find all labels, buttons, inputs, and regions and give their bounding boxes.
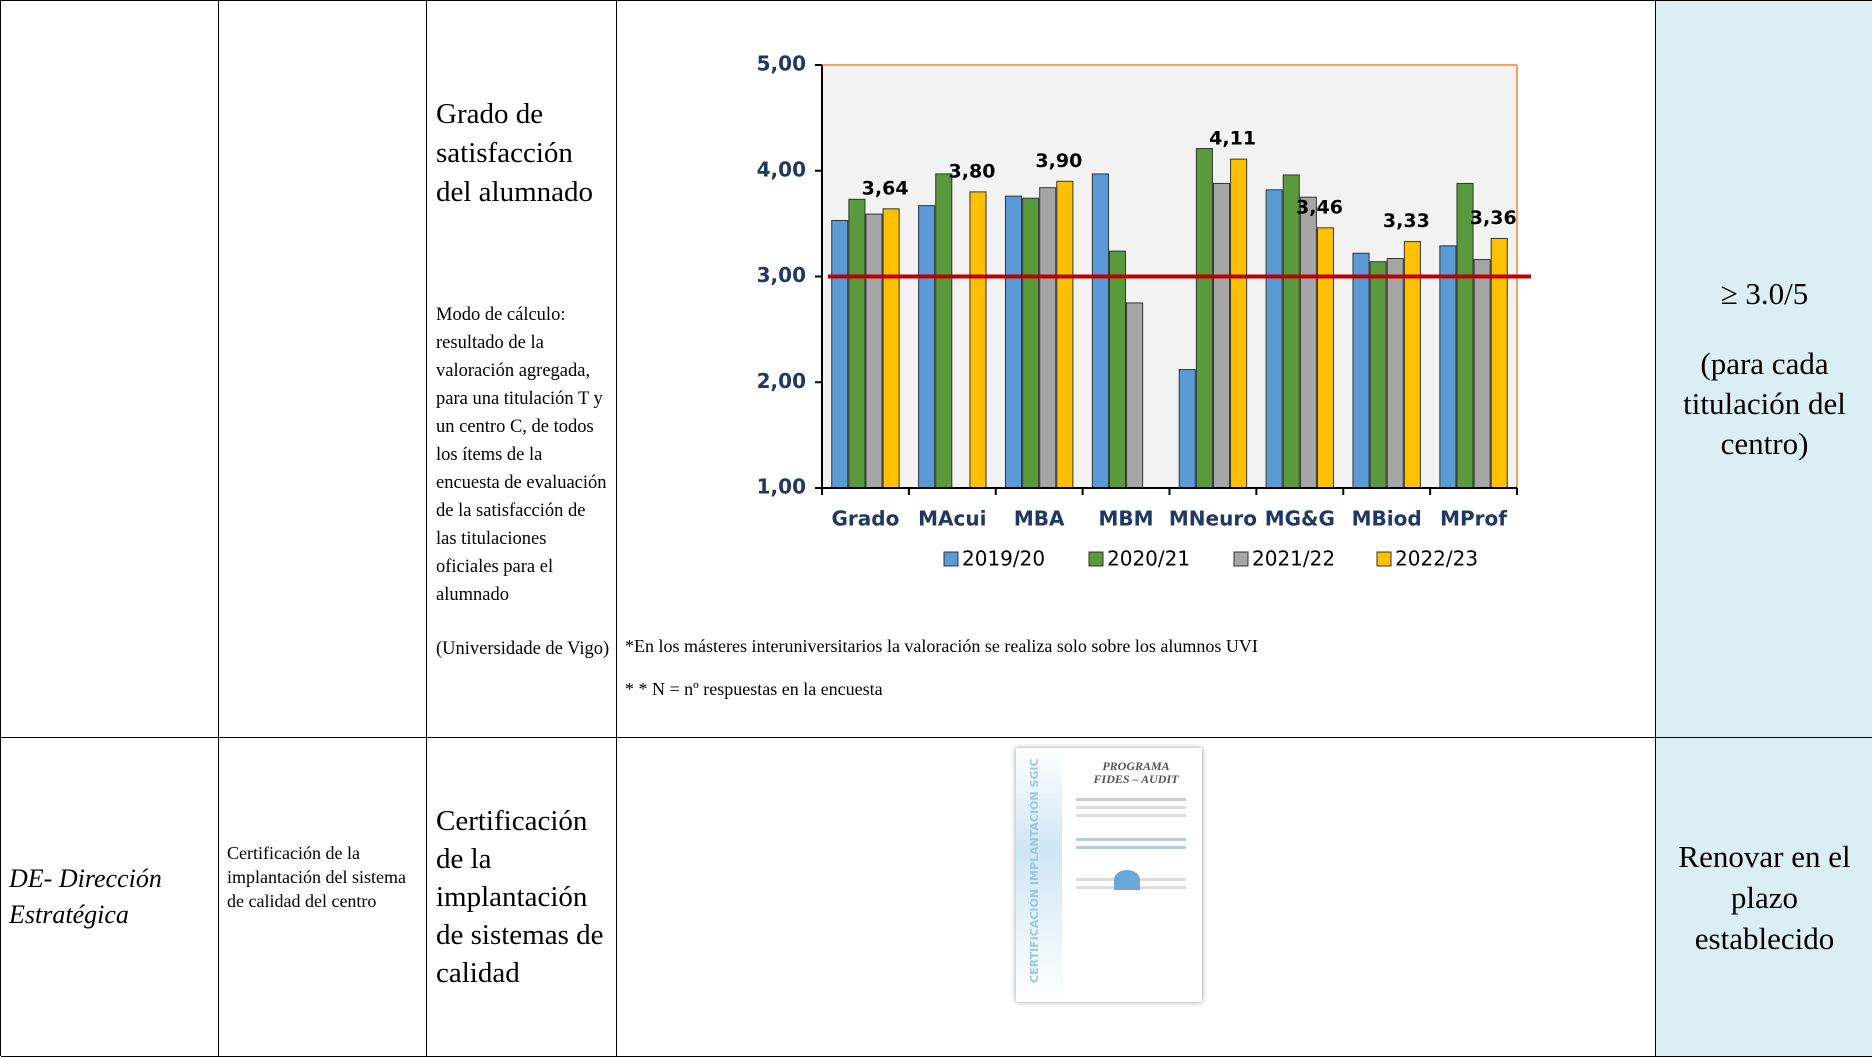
value-label: 3,46 [1296, 196, 1343, 218]
indicator-title: Grado de satisfacción del alumnado [436, 98, 594, 208]
cell [219, 1, 427, 738]
legend-swatch [1088, 551, 1104, 567]
certificate-line: FIDES – AUDIT [1093, 772, 1179, 786]
x-tick-label: MBiod [1352, 507, 1422, 531]
cell [1, 1, 219, 738]
bar [1212, 182, 1231, 489]
bar [1178, 369, 1196, 489]
cell: Certificación de la implantación del sis… [219, 738, 427, 1057]
bar [1195, 148, 1213, 489]
cell: CERTIFICACIÓN IMPLANTACIÓN SGIC PROGRAMA… [617, 738, 1656, 1057]
bar [882, 208, 900, 489]
certificate-logo [1114, 870, 1140, 890]
value-label: 3,36 [1470, 207, 1517, 229]
certificate-title: PROGRAMA FIDES – AUDIT [1076, 760, 1196, 786]
bar [935, 173, 953, 489]
legend-label: 2020/21 [1107, 547, 1190, 571]
bar [865, 213, 883, 489]
description: Certificación de la implantación del sis… [227, 843, 406, 911]
target: Renovar en el plazo establecido [1678, 838, 1851, 956]
source: (Universidade de Vigo) [436, 639, 610, 659]
bar [1230, 158, 1248, 489]
target-cell: ≥ 3.0/5 (para cada titulación del centro… [1656, 1, 1872, 738]
cell: Grado de satisfacción del alumnado Modo … [427, 1, 617, 738]
y-tick-label: 4,00 [757, 157, 806, 181]
value-label: 3,90 [1035, 150, 1082, 172]
certificate: CERTIFICACIÓN IMPLANTACIÓN SGIC PROGRAMA… [1016, 748, 1202, 1002]
x-tick-label: MBA [1014, 507, 1065, 531]
bar [1126, 302, 1144, 489]
bar [1056, 180, 1074, 489]
x-tick-label: MProf [1440, 507, 1507, 531]
footnote: *En los másteres interuniversitarios la … [625, 636, 1258, 656]
bar [969, 191, 987, 489]
x-tick-label: MG&G [1265, 507, 1335, 531]
bar [1004, 195, 1023, 489]
x-tick-label: MNeuro [1169, 507, 1257, 531]
calc-method: Modo de cálculo: resultado de la valorac… [436, 305, 607, 605]
bar [918, 205, 936, 489]
target-cell: Renovar en el plazo establecido [1656, 738, 1872, 1057]
value-label: 3,64 [862, 177, 909, 199]
legend-label: 2019/20 [962, 547, 1045, 571]
x-tick-label: MBM [1099, 507, 1154, 531]
legend-swatch [943, 551, 959, 567]
chart-cell: 1,00 2,00 3,00 4,00 5,00 Grado 3,64 MAcui 3,80 MB… [617, 1, 1656, 738]
chart: 1,00 2,00 3,00 4,00 5,00 Grado 3,64 MAcui 3,80 MB… [757, 52, 1531, 571]
bar [831, 219, 849, 489]
footnote: * * N = nº respuestas en la encuesta [625, 679, 883, 699]
bar [1352, 252, 1370, 489]
cell: Certificación de la implantación de sist… [427, 738, 617, 1057]
legend-label: 2021/22 [1252, 547, 1335, 571]
area: DE- Dirección Estratégica [9, 864, 162, 929]
x-tick-label: MAcui [918, 507, 986, 531]
bar [1456, 182, 1474, 489]
bar [1039, 187, 1057, 489]
certificate-lines [1076, 798, 1186, 801]
bar [1386, 258, 1404, 489]
x-tick-label: Grado [832, 507, 900, 531]
y-tick-label: 5,00 [757, 52, 806, 76]
legend-swatch [1376, 551, 1392, 567]
value-label: 3,80 [949, 160, 996, 182]
legend-swatch [1233, 551, 1249, 567]
y-tick-label: 2,00 [757, 369, 806, 393]
bar [1316, 227, 1335, 489]
bar [1403, 241, 1421, 489]
bar [1369, 261, 1387, 489]
bar [1439, 245, 1457, 489]
y-tick-label: 3,00 [757, 263, 806, 287]
target: ≥ 3.0/5 [1720, 276, 1809, 311]
bar [1091, 173, 1109, 489]
bar [1299, 196, 1317, 489]
value-label: 3,33 [1383, 210, 1430, 232]
bar [1282, 174, 1300, 489]
certificate-band [1016, 748, 1062, 1002]
indicator-title: Certificación de la implantación de sist… [436, 805, 604, 989]
legend-label: 2022/23 [1395, 547, 1478, 571]
y-tick-label: 1,00 [757, 475, 806, 499]
bar [1265, 189, 1283, 489]
target-note: (para cada titulación del centro) [1683, 346, 1846, 461]
certificate-side-text: CERTIFICACIÓN IMPLANTACIÓN SGIC [1028, 758, 1041, 983]
value-label: 4,11 [1209, 128, 1256, 150]
bar [1473, 259, 1491, 489]
bar [1108, 250, 1127, 489]
bar [848, 198, 866, 489]
certificate-line: PROGRAMA [1102, 759, 1170, 773]
bar [1022, 197, 1040, 489]
cell: DE- Dirección Estratégica [1, 738, 219, 1057]
